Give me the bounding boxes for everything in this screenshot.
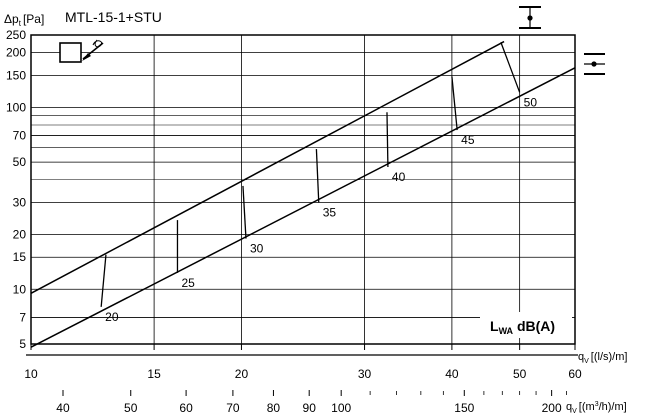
sound-level-label: 50 bbox=[524, 95, 538, 109]
sound-level-label: 20 bbox=[105, 310, 119, 324]
y-tick-label: 20 bbox=[13, 228, 27, 242]
wall-mount-icon bbox=[584, 53, 605, 75]
x-tick-label: 40 bbox=[445, 367, 459, 381]
sound-level-label: 30 bbox=[250, 242, 264, 256]
y-axis-title: Δpt [Pa] bbox=[4, 12, 44, 28]
x-axis-title: qV [(l/s)/m] bbox=[578, 351, 627, 365]
y-tick-label: 100 bbox=[6, 100, 26, 114]
legend-label: LWA dB(A) bbox=[490, 318, 555, 336]
y-tick-label: 10 bbox=[13, 282, 27, 296]
x2-tick-label: 150 bbox=[454, 401, 474, 415]
y-tick-label: 50 bbox=[13, 155, 27, 169]
airflow-damper-icon bbox=[59, 39, 104, 63]
x2-tick-label: 100 bbox=[331, 401, 351, 415]
x-tick-label: 30 bbox=[358, 367, 372, 381]
plot-frame bbox=[30, 34, 576, 345]
x-tick-label: 60 bbox=[568, 367, 582, 381]
sound-level-line bbox=[386, 112, 389, 168]
chart-title: MTL-15-1+STU bbox=[65, 9, 162, 25]
x-tick-label: 15 bbox=[147, 367, 161, 381]
y-tick-label: 30 bbox=[13, 195, 27, 209]
y-tick-label: 250 bbox=[6, 28, 26, 42]
x2-tick-label: 90 bbox=[303, 401, 317, 415]
x2-tick-label: 80 bbox=[267, 401, 281, 415]
y-tick-label: 70 bbox=[13, 129, 27, 143]
y-tick-label: 5 bbox=[19, 337, 26, 351]
x-axis-secondary-title: qV [(m3/h)/m] bbox=[566, 401, 627, 415]
ceiling-mount-icon bbox=[519, 6, 541, 29]
y-tick-label: 150 bbox=[6, 68, 26, 82]
x2-tick-label: 50 bbox=[124, 401, 138, 415]
sound-level-label: 40 bbox=[392, 170, 406, 184]
x2-tick-label: 60 bbox=[179, 401, 193, 415]
x2-tick-label: 200 bbox=[542, 401, 562, 415]
sound-level-line bbox=[242, 185, 247, 239]
data-lines bbox=[30, 40, 576, 348]
sound-level-line bbox=[451, 76, 458, 131]
y-tick-label: 7 bbox=[19, 310, 26, 324]
sound-level-label: 25 bbox=[181, 276, 195, 290]
x2-tick-label: 70 bbox=[226, 401, 240, 415]
sound-level-line bbox=[100, 254, 107, 307]
sound-level-label: 35 bbox=[323, 205, 337, 219]
x-tick-label: 50 bbox=[513, 367, 527, 381]
series-line-lower bbox=[30, 67, 576, 348]
x-tick-label: 20 bbox=[235, 367, 249, 381]
grid bbox=[26, 34, 578, 396]
sound-level-line bbox=[500, 42, 521, 93]
y-tick-label: 15 bbox=[13, 250, 27, 264]
sound-level-line bbox=[315, 149, 320, 203]
x-tick-label: 10 bbox=[24, 367, 38, 381]
x2-tick-label: 40 bbox=[56, 401, 70, 415]
axis-labels: 5 7 10 15 20 30 50 70 100 150 200 250 10 15 20 30 40 50 60… bbox=[6, 28, 582, 415]
series-line-upper bbox=[30, 40, 505, 294]
y-tick-label: 200 bbox=[6, 46, 26, 60]
legend-box bbox=[480, 312, 572, 338]
sound-level-label: 45 bbox=[461, 133, 475, 147]
